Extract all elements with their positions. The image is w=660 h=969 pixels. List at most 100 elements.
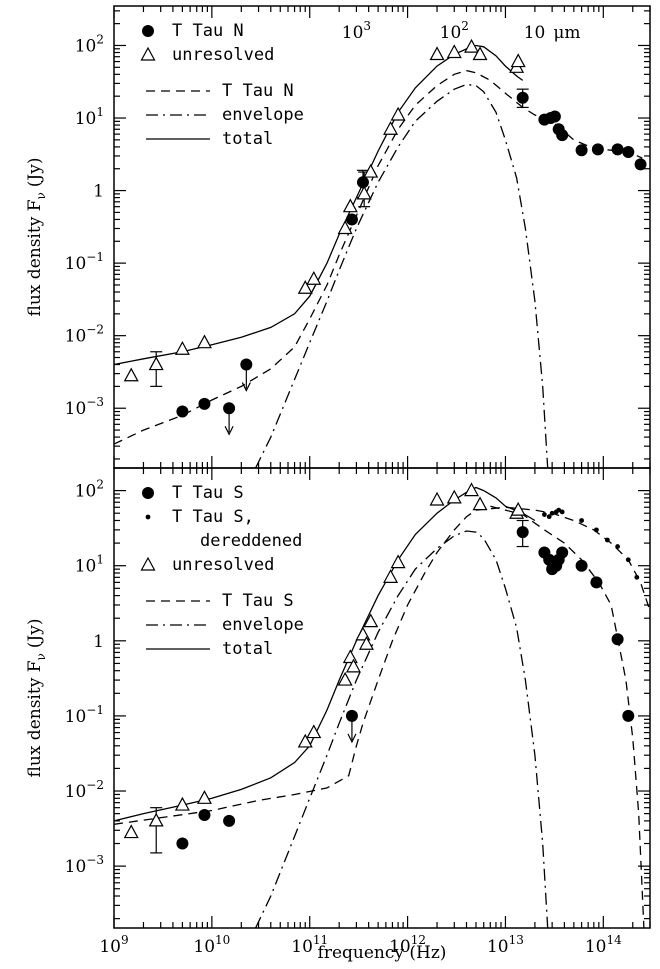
top-point-open-triangle xyxy=(429,46,445,61)
bottom-y-tick-label: 10−1 xyxy=(65,703,104,727)
top-point-filled-circle xyxy=(634,158,647,171)
bottom-point-filled-circle xyxy=(345,709,358,722)
bottom-curve-dashdot xyxy=(255,530,549,929)
top-y-tick-label: 10−2 xyxy=(65,323,104,347)
top-point-open-triangle xyxy=(342,198,358,213)
top-legend-marker-circle xyxy=(142,25,154,37)
bottom-legend-label: T Tau S, xyxy=(172,507,254,527)
top-y-tick-label: 10−3 xyxy=(65,395,104,419)
x-tick-label: 1013 xyxy=(487,933,524,957)
top-point-filled-circle xyxy=(591,143,604,156)
top-y-tick-label: 1 xyxy=(93,182,104,202)
bottom-ticks: 10−3 10−2 10−1 1 101 102 109 1010 1011 1012 1013 10… xyxy=(65,467,651,957)
bottom-legend-marker-triangle xyxy=(140,556,156,571)
top-point-filled-circle xyxy=(240,358,253,371)
bottom-point-open-triangle xyxy=(342,649,358,664)
top-point-open-triangle xyxy=(390,106,406,121)
bottom-point-filled-circle xyxy=(622,709,635,722)
top-legend-label: total xyxy=(222,129,273,149)
top-curve-dashed xyxy=(113,69,643,445)
bottom-point-filled-circle xyxy=(198,808,211,821)
bottom-point-open-triangle xyxy=(363,613,379,628)
top-y-axis-label: flux density Fν(Jy) xyxy=(25,158,48,317)
top-legend-label: envelope xyxy=(222,105,304,125)
top-point-filled-circle xyxy=(223,402,236,415)
bottom-point-filled-circle xyxy=(575,559,588,572)
top-plot-frame xyxy=(113,5,651,469)
wavelength-label: 10 μm xyxy=(524,23,581,43)
bottom-point-filled-circle xyxy=(516,526,529,539)
x-axis-label: frequency (Hz) xyxy=(318,943,447,963)
bottom-point-filled-circle xyxy=(590,576,603,589)
bottom-point-small-dot xyxy=(546,514,552,520)
bottom-point-open-triangle xyxy=(446,489,462,504)
bottom-point-open-triangle xyxy=(174,796,190,811)
top-point-open-triangle xyxy=(123,367,139,382)
top-upper-limit-head xyxy=(241,382,251,392)
bottom-upper-limit-head xyxy=(347,733,357,744)
top-point-filled-circle xyxy=(198,397,211,410)
chart-top: 10−3 10−2 10−1 1 101 102 103 102 10 μm flux densi… xyxy=(25,5,651,469)
wavelength-label: 103 xyxy=(342,19,371,43)
top-point-filled-circle xyxy=(622,146,635,159)
bottom-point-small-dot xyxy=(594,527,599,533)
top-point-open-triangle xyxy=(446,44,462,59)
bottom-point-open-triangle xyxy=(510,501,526,516)
bottom-point-open-triangle xyxy=(472,496,488,511)
x-tick-label: 1011 xyxy=(291,933,328,957)
top-point-open-triangle xyxy=(297,280,313,294)
top-point-open-triangle xyxy=(464,38,480,53)
x-tick-label: 109 xyxy=(99,933,128,957)
bottom-y-axis-label: flux density Fν(Jy) xyxy=(25,619,48,778)
top-point-filled-circle xyxy=(575,144,588,157)
top-point-filled-circle xyxy=(356,176,369,189)
bottom-y-tick-label: 10−2 xyxy=(65,778,104,802)
bottom-legend-label: T Tau S xyxy=(172,483,244,503)
top-point-open-triangle xyxy=(148,356,164,371)
top-point-open-triangle xyxy=(306,270,322,285)
bottom-y-tick-label: 10−3 xyxy=(65,853,104,877)
x-tick-label: 1014 xyxy=(585,933,622,957)
top-markers xyxy=(123,38,647,436)
bottom-legend-label: dereddened xyxy=(200,531,302,551)
bottom-point-small-dot xyxy=(625,557,631,563)
top-upper-limit-head xyxy=(224,425,234,436)
bottom-point-open-triangle xyxy=(337,671,353,686)
top-point-open-triangle xyxy=(356,185,372,200)
bottom-point-open-triangle xyxy=(383,569,399,583)
bottom-legend: T Tau S T Tau S, dereddened unresolved T Tau… xyxy=(140,483,304,659)
x-tick-label: 1010 xyxy=(193,933,230,957)
top-point-open-triangle xyxy=(472,46,488,61)
bottom-point-open-triangle xyxy=(123,824,139,839)
bottom-curve-dashed xyxy=(113,505,645,929)
top-point-filled-circle xyxy=(176,405,189,418)
bottom-curves xyxy=(113,486,651,929)
top-point-open-triangle xyxy=(196,334,212,349)
bottom-point-small-dot xyxy=(559,509,565,515)
top-point-filled-circle xyxy=(556,129,569,142)
bottom-y-tick-label: 101 xyxy=(75,553,104,577)
top-y-tick-label: 101 xyxy=(75,105,104,129)
top-legend: T Tau N unresolved T Tau N envelope total xyxy=(140,21,304,149)
top-point-filled-circle xyxy=(345,213,358,226)
x-tick-label: 1012 xyxy=(389,933,426,957)
bottom-point-filled-circle xyxy=(223,814,236,827)
wavelength-label: 102 xyxy=(440,19,469,43)
bottom-y-tick-label: 1 xyxy=(93,632,104,652)
top-legend-marker-triangle xyxy=(140,46,156,61)
bottom-y-tick-label: 102 xyxy=(75,478,104,502)
top-legend-label: T Tau N xyxy=(172,21,244,41)
top-curve-dashdot xyxy=(255,83,549,469)
bottom-legend-marker-dot xyxy=(145,514,151,520)
top-point-filled-circle xyxy=(516,91,529,104)
bottom-legend-label: unresolved xyxy=(172,555,274,575)
top-curves xyxy=(113,44,643,469)
bottom-point-small-dot xyxy=(615,544,621,549)
bottom-point-open-triangle xyxy=(345,658,361,673)
bottom-point-open-triangle xyxy=(358,635,374,650)
bottom-point-filled-circle xyxy=(176,837,189,850)
top-y-tick-label: 10−1 xyxy=(65,250,104,274)
top-curve-solid xyxy=(113,44,524,366)
top-legend-label: T Tau N xyxy=(222,81,294,101)
